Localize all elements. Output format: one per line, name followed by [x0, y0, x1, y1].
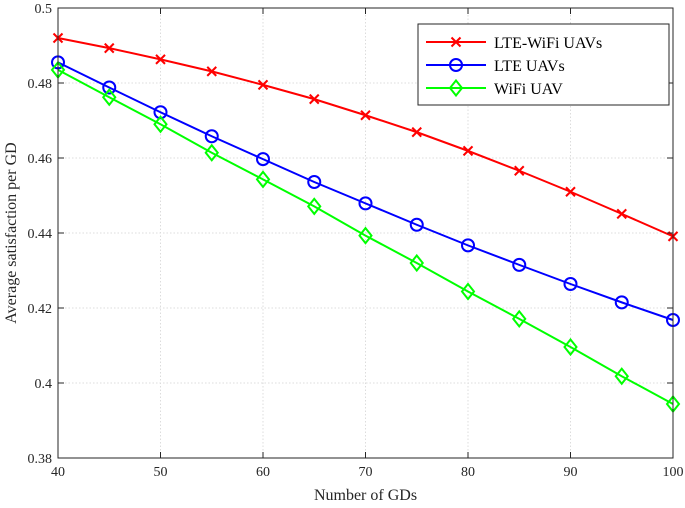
x-marker — [257, 79, 269, 91]
x-marker — [462, 145, 474, 157]
x-tick-label: 50 — [154, 465, 168, 480]
x-marker — [565, 186, 576, 197]
y-tick-label: 0.44 — [28, 227, 53, 242]
legend-entry: LTE UAVs — [426, 58, 565, 75]
y-tick-label: 0.48 — [28, 77, 53, 92]
y-tick-label: 0.4 — [35, 377, 53, 392]
y-tick-label: 0.38 — [28, 452, 53, 467]
circle-marker — [307, 175, 322, 189]
diamond-marker — [101, 88, 117, 107]
diamond-marker — [204, 143, 220, 162]
circle-marker — [256, 152, 270, 167]
diamond-marker — [614, 367, 630, 386]
y-tick-label: 0.5 — [35, 2, 53, 17]
legend-entry: WiFi UAV — [426, 78, 563, 98]
circle-marker — [614, 295, 629, 310]
series-wifi-uav — [50, 60, 681, 414]
x-marker — [309, 93, 320, 105]
series-line — [57, 61, 674, 321]
x-tick-label: 90 — [564, 465, 578, 480]
diamond-marker — [563, 337, 578, 357]
circle-marker — [409, 217, 424, 232]
legend: LTE-WiFi UAVs LTE UAVs WiFi UAV — [417, 23, 670, 106]
y-axis-label: Average satisfaction per GD — [3, 142, 20, 323]
circle-marker — [449, 58, 463, 72]
x-marker — [514, 165, 525, 176]
legend-label: LTE UAVs — [494, 58, 565, 75]
series-layer — [50, 32, 681, 414]
diamond-marker — [460, 282, 476, 301]
circle-marker — [563, 277, 578, 291]
x-tick-label: 40 — [51, 465, 65, 480]
x-marker — [616, 208, 627, 220]
series-lte-wifi-uavs — [52, 32, 679, 242]
x-marker — [104, 42, 115, 54]
diamond-marker — [306, 197, 322, 216]
x-marker — [411, 126, 422, 138]
x-marker — [450, 36, 462, 48]
circle-marker — [461, 238, 475, 253]
circle-marker — [102, 80, 117, 95]
diamond-marker — [409, 253, 425, 273]
circle-marker — [358, 196, 373, 211]
series-line — [57, 68, 674, 405]
x-tick-label: 80 — [461, 465, 475, 480]
x-tick-label: 100 — [663, 465, 684, 480]
circle-marker — [512, 257, 527, 272]
x-tick-label: 60 — [256, 465, 270, 480]
x-tick-label: 70 — [359, 465, 373, 480]
y-tick-label: 0.42 — [28, 302, 53, 317]
diamond-marker — [511, 309, 527, 328]
diamond-marker — [358, 226, 373, 245]
circle-marker — [204, 129, 219, 144]
tick-labels: 40 50 60 70 80 90 100 0.38 0.4 0.42 0.44 0.46 0.48 0.… — [28, 2, 684, 480]
diamond-marker — [255, 170, 271, 189]
diamond-marker — [448, 78, 464, 98]
diamond-marker — [153, 115, 168, 134]
x-marker — [360, 110, 371, 121]
legend-label: WiFi UAV — [494, 81, 563, 98]
x-marker — [206, 66, 217, 77]
y-tick-label: 0.46 — [28, 152, 53, 167]
x-axis-label: Number of GDs — [314, 487, 417, 504]
x-marker — [155, 54, 166, 65]
legend-entry: LTE-WiFi UAVs — [426, 35, 602, 52]
legend-label: LTE-WiFi UAVs — [494, 35, 602, 52]
